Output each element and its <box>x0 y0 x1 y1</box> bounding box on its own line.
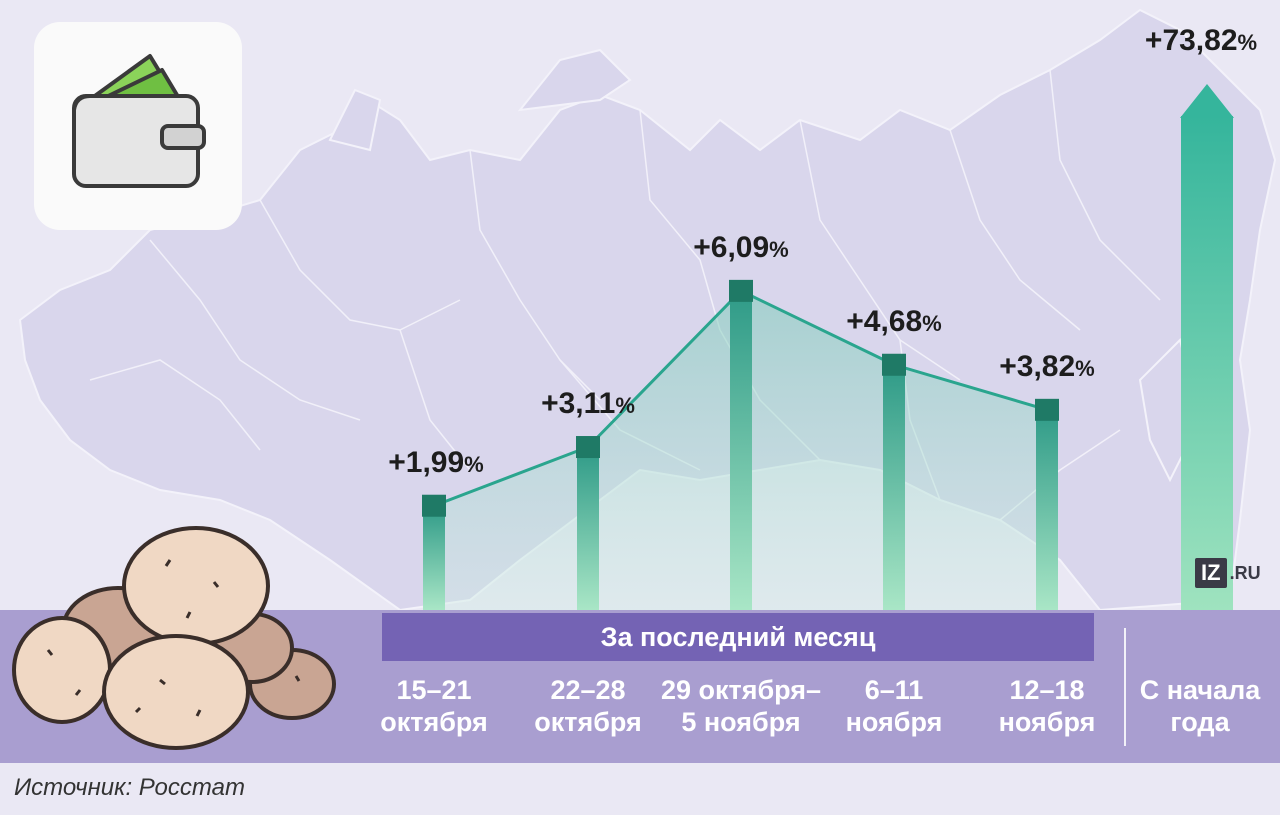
chart-series <box>422 84 1234 610</box>
bar-cap <box>882 353 906 376</box>
value-label: +4,68% <box>846 304 942 338</box>
value-label: +3,11% <box>541 387 635 421</box>
bar-cap <box>729 279 753 302</box>
value-label: +6,09% <box>693 230 789 264</box>
band-divider <box>1124 628 1126 746</box>
iz-logo: IZ .RU <box>1195 555 1261 591</box>
subband-label: За последний месяц <box>382 613 1094 661</box>
total-bar <box>1181 116 1233 610</box>
category-label: 12–18 ноября <box>998 675 1096 737</box>
value-label: +3,82% <box>999 349 1095 383</box>
value-label: +1,99% <box>388 445 484 479</box>
bar-cap <box>1035 398 1059 421</box>
source-note: Источник: Росстат <box>14 774 245 801</box>
category-label: 6–11 ноября <box>845 675 943 737</box>
bar-cap <box>422 494 446 517</box>
total-arrowhead <box>1180 84 1234 118</box>
value-label-total: +73,82% <box>1144 24 1258 57</box>
bar <box>1036 409 1058 610</box>
bar <box>423 505 445 610</box>
bar-cap <box>576 436 600 459</box>
category-label: 22–28 октября <box>534 675 642 737</box>
potatoes-illustration <box>12 526 336 750</box>
wallet-icon <box>34 22 242 230</box>
bar <box>730 290 752 610</box>
category-label: 29 октября– 5 ноября <box>660 675 822 737</box>
category-label-total: С начала года <box>1139 675 1261 737</box>
bar <box>883 364 905 610</box>
category-label: 15–21 октября <box>380 675 488 737</box>
bar <box>577 447 599 610</box>
